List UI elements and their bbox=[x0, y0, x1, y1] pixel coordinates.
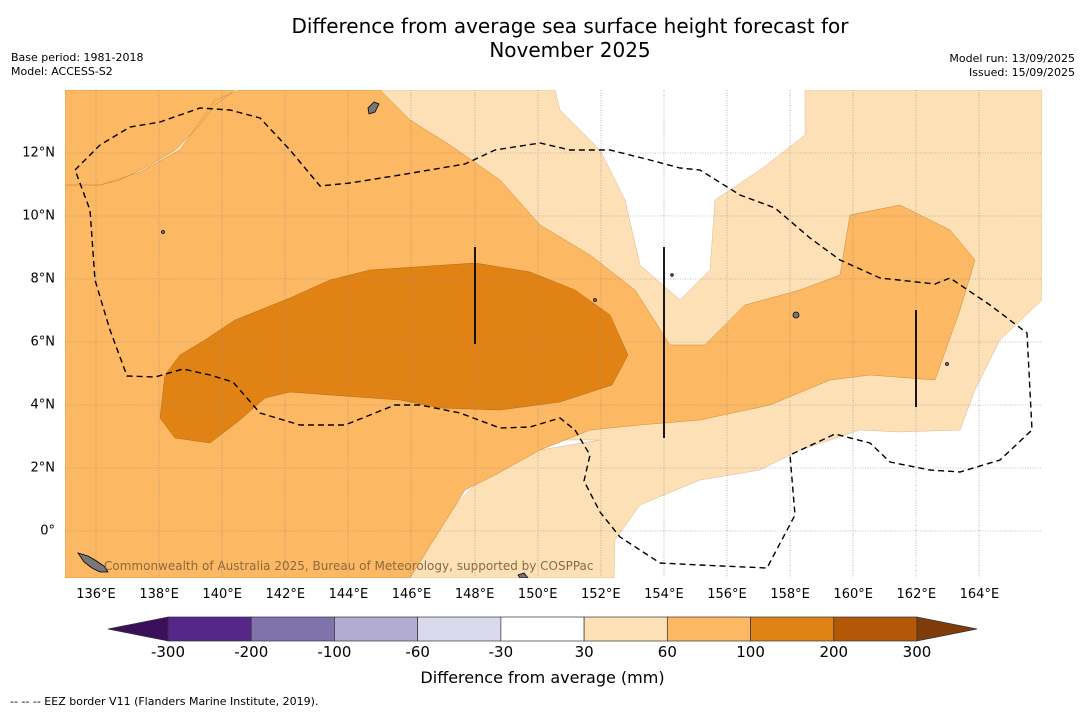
colorbar-tick-label: -60 bbox=[405, 643, 430, 661]
colorbar-tick-label: -200 bbox=[234, 643, 269, 661]
x-tick-label: 138°E bbox=[139, 587, 179, 602]
x-tick-label: 136°E bbox=[76, 587, 116, 602]
x-tick-label: 160°E bbox=[833, 587, 873, 602]
colorbar-tick-label: 30 bbox=[574, 643, 594, 661]
map-title: Difference from average sea surface heig… bbox=[0, 14, 1085, 62]
colorbar-segment bbox=[250, 616, 335, 642]
colorbar-segment bbox=[500, 616, 585, 642]
x-tick-label: 154°E bbox=[644, 587, 684, 602]
contour-100-200 bbox=[159, 262, 629, 444]
title-line-2: November 2025 bbox=[489, 38, 651, 62]
colorbar-segment bbox=[750, 616, 835, 642]
y-tick-label: 6°N bbox=[30, 334, 56, 350]
model-name: Model: ACCESS-S2 bbox=[11, 65, 113, 78]
colorbar-segment bbox=[334, 616, 419, 642]
colorbar-tick-label: 200 bbox=[819, 643, 849, 661]
watermark-text: Commonwealth of Australia 2025, Bureau o… bbox=[104, 559, 594, 573]
x-tick-label: 152°E bbox=[581, 587, 621, 602]
graticule bbox=[65, 90, 1042, 578]
meta-left: Base period: 1981-2018 Model: ACCESS-S2 bbox=[11, 51, 143, 79]
colorbar-segment bbox=[417, 616, 502, 642]
colorbar-segment bbox=[167, 616, 252, 642]
y-tick-label: 0° bbox=[40, 523, 55, 539]
colorbar-tick-label: 300 bbox=[902, 643, 932, 661]
colorbar-tick-label: -30 bbox=[488, 643, 514, 661]
x-tick-label: 156°E bbox=[707, 587, 747, 602]
colorbar-tick-label: -300 bbox=[150, 643, 186, 661]
x-tick-label: 158°E bbox=[770, 587, 810, 602]
y-tick-label: 4°N bbox=[30, 397, 56, 413]
y-tick-label: 8°N bbox=[30, 271, 56, 287]
x-tick-label: 164°E bbox=[959, 587, 1000, 602]
x-tick-label: 144°E bbox=[328, 587, 369, 602]
x-tick-label: 148°E bbox=[454, 587, 495, 602]
colorbar-tick-label: 100 bbox=[736, 643, 765, 661]
y-tick-label: 10°N bbox=[22, 208, 55, 224]
map-area: Commonwealth of Australia 2025, Bureau o… bbox=[65, 90, 1042, 578]
colorbar bbox=[107, 616, 978, 642]
islands bbox=[77, 101, 949, 578]
model-run: Model run: 13/09/2025 bbox=[949, 52, 1075, 65]
forecast-markers bbox=[474, 247, 917, 438]
x-tick-label: 146°E bbox=[391, 587, 432, 602]
colorbar-extend-low bbox=[107, 616, 169, 642]
colorbar-segment bbox=[583, 616, 668, 642]
x-tick-label: 140°E bbox=[202, 587, 242, 602]
colorbar-segment bbox=[666, 616, 751, 642]
footnote: -- -- -- EEZ border V11 (Flanders Marine… bbox=[10, 695, 319, 708]
x-tick-label: 150°E bbox=[517, 587, 558, 602]
colorbar-tick-label: -100 bbox=[317, 643, 352, 661]
colorbar-segment bbox=[833, 616, 918, 642]
eez-border bbox=[74, 107, 1033, 569]
colorbar-title: Difference from average (mm) bbox=[420, 668, 665, 687]
meta-right: Model run: 13/09/2025 Issued: 15/09/2025 bbox=[949, 52, 1075, 80]
y-tick-label: 2°N bbox=[30, 460, 56, 476]
colorbar-extend-high bbox=[916, 616, 978, 642]
base-period: Base period: 1981-2018 bbox=[11, 51, 144, 64]
issued-date: Issued: 15/09/2025 bbox=[968, 66, 1075, 79]
colorbar-tick-label: 60 bbox=[657, 643, 677, 661]
x-tick-label: 162°E bbox=[896, 587, 937, 602]
x-tick-label: 142°E bbox=[265, 587, 306, 602]
y-tick-label: 12°N bbox=[22, 145, 55, 161]
title-line-1: Difference from average sea surface heig… bbox=[291, 14, 849, 38]
